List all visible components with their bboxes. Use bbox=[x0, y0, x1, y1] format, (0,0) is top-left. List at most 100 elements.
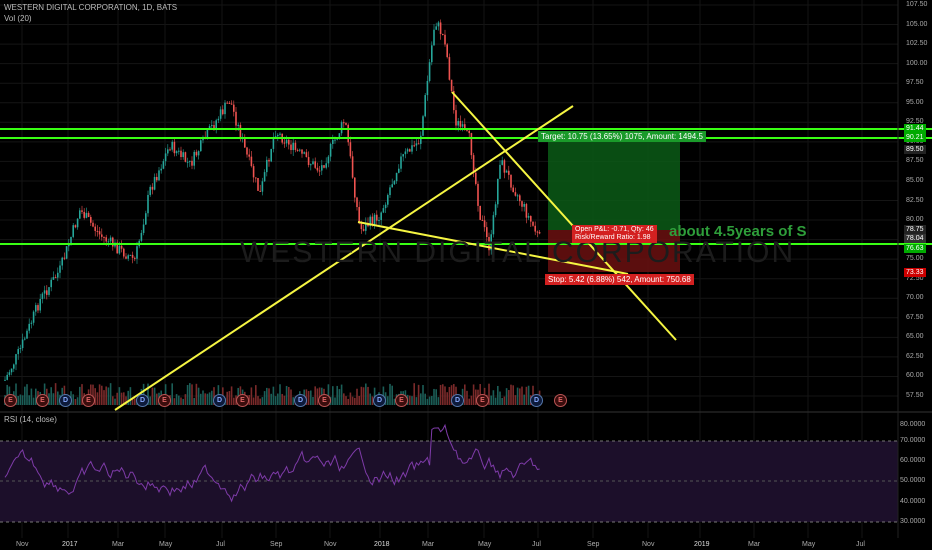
volume-bar bbox=[279, 384, 281, 405]
candle-body bbox=[508, 170, 510, 175]
dividend-event-icon[interactable]: D bbox=[530, 394, 543, 407]
earnings-event-icon[interactable]: E bbox=[36, 394, 49, 407]
price-tick-label: 67.50 bbox=[906, 313, 924, 321]
candle-body bbox=[437, 22, 440, 27]
candle-body bbox=[21, 339, 24, 349]
earnings-event-icon[interactable]: E bbox=[82, 394, 95, 407]
lower-trendline[interactable] bbox=[357, 221, 629, 275]
candle-body bbox=[373, 214, 376, 226]
target-label[interactable]: Target: 10.75 (13.65%) 1075, Amount: 149… bbox=[538, 131, 706, 142]
volume-bar bbox=[332, 386, 334, 405]
candle-body bbox=[105, 237, 107, 242]
earnings-event-icon[interactable]: E bbox=[476, 394, 489, 407]
candle-body bbox=[422, 116, 424, 136]
volume-bar bbox=[252, 397, 255, 405]
volume-bar bbox=[35, 388, 37, 405]
candle-body bbox=[486, 227, 488, 238]
volume-bar bbox=[283, 395, 286, 405]
time-tick-label: Nov bbox=[642, 541, 655, 548]
time-tick-label: Nov bbox=[324, 541, 337, 548]
dividend-event-icon[interactable]: D bbox=[373, 394, 386, 407]
volume-bar bbox=[516, 387, 519, 405]
volume-bar bbox=[490, 395, 492, 405]
volume-bar bbox=[349, 392, 352, 405]
stop-label[interactable]: Stop: 5.42 (6.88%) 542, Amount: 750.68 bbox=[545, 274, 694, 285]
falling-trendline[interactable] bbox=[451, 91, 677, 341]
open-pnl-box[interactable]: Open P&L: -0.71, Qty: 46 Risk/Reward Rat… bbox=[572, 225, 657, 243]
candle-body bbox=[470, 133, 473, 156]
candle-body bbox=[409, 149, 411, 152]
volume-bar bbox=[464, 384, 466, 405]
candle-body bbox=[72, 225, 74, 237]
volume-bar bbox=[101, 385, 103, 405]
candle-body bbox=[85, 212, 88, 218]
volume-bar bbox=[409, 395, 411, 405]
volume-bar bbox=[26, 384, 28, 405]
rsi-tick-label: 80.0000 bbox=[900, 421, 926, 428]
price-tick-label: 62.50 bbox=[906, 352, 924, 360]
time-tick-label: 2017 bbox=[62, 541, 78, 548]
candle-body bbox=[98, 231, 101, 235]
volume-bar bbox=[354, 397, 356, 405]
candle-body bbox=[213, 125, 215, 129]
volume-bar bbox=[109, 383, 112, 405]
candle-body bbox=[237, 124, 239, 126]
rising-trendline[interactable] bbox=[114, 105, 574, 411]
earnings-event-icon[interactable]: E bbox=[236, 394, 249, 407]
volume-bar bbox=[307, 390, 310, 405]
candle-body bbox=[365, 222, 367, 231]
candle-body bbox=[307, 157, 310, 165]
candle-body bbox=[301, 149, 303, 154]
dividend-event-icon[interactable]: D bbox=[59, 394, 72, 407]
candle-body bbox=[464, 124, 466, 130]
volume-bar bbox=[356, 388, 358, 405]
candle-body bbox=[208, 126, 211, 130]
candle-body bbox=[512, 187, 514, 193]
candle-body bbox=[140, 232, 143, 241]
volume-bar bbox=[503, 396, 506, 405]
candle-body bbox=[312, 161, 314, 165]
candle-body bbox=[426, 80, 429, 96]
candle-body bbox=[65, 246, 68, 259]
annotation-text[interactable]: about 4.5years of S bbox=[669, 223, 807, 240]
volume-bar bbox=[336, 385, 338, 405]
candle-body bbox=[39, 298, 41, 311]
price-tick-label: 100.00 bbox=[906, 59, 928, 67]
candle-body bbox=[239, 124, 242, 140]
volume-bar bbox=[107, 387, 110, 405]
candle-body bbox=[103, 236, 105, 238]
earnings-event-icon[interactable]: E bbox=[4, 394, 17, 407]
volume-bar bbox=[112, 396, 114, 405]
candle-body bbox=[129, 254, 132, 256]
dividend-event-icon[interactable]: D bbox=[294, 394, 307, 407]
dividend-event-icon[interactable]: D bbox=[451, 394, 464, 407]
rsi-tick-label: 40.0000 bbox=[900, 498, 926, 505]
volume-bar bbox=[250, 387, 253, 405]
candle-body bbox=[193, 151, 195, 166]
volume-bar bbox=[435, 389, 437, 405]
candle-body bbox=[17, 349, 19, 355]
target-zone[interactable] bbox=[548, 134, 680, 230]
candle-body bbox=[376, 214, 378, 221]
volume-bar bbox=[76, 397, 79, 405]
candle-body bbox=[101, 234, 103, 237]
volume-bar bbox=[437, 397, 440, 405]
earnings-event-icon[interactable]: E bbox=[318, 394, 331, 407]
candle-body bbox=[164, 153, 167, 162]
candle-body bbox=[79, 210, 81, 219]
earnings-event-icon[interactable]: E bbox=[395, 394, 408, 407]
candle-body bbox=[136, 246, 138, 259]
candle-body bbox=[428, 62, 431, 81]
candle-body bbox=[510, 174, 512, 188]
dividend-event-icon[interactable]: D bbox=[213, 394, 226, 407]
earnings-event-icon[interactable]: E bbox=[554, 394, 567, 407]
dividend-event-icon[interactable]: D bbox=[136, 394, 149, 407]
volume-bar bbox=[116, 392, 118, 405]
earnings-event-icon[interactable]: E bbox=[158, 394, 171, 407]
time-tick-label: May bbox=[159, 541, 173, 548]
candle-body bbox=[200, 140, 202, 152]
price-tick-label: 70.00 bbox=[906, 294, 924, 302]
price-tick-label: 65.00 bbox=[906, 333, 924, 341]
rsi-label: RSI (14, close) bbox=[4, 415, 57, 424]
